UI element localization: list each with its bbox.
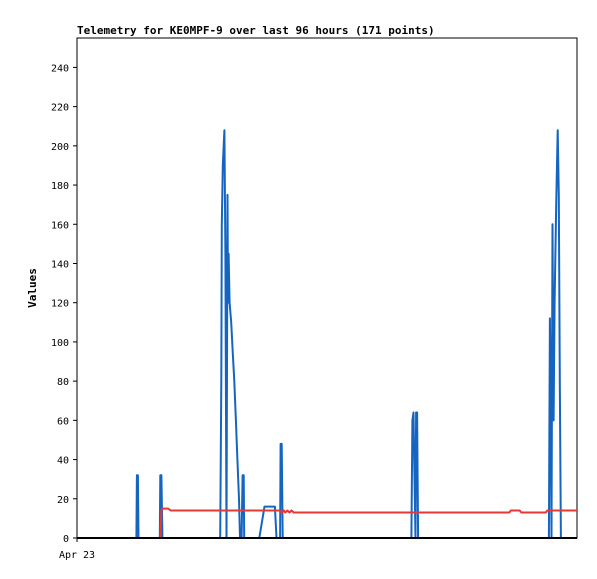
y-tick-label: 40: [57, 456, 69, 467]
y-tick-label: 180: [51, 181, 69, 192]
y-tick-label: 200: [51, 142, 69, 153]
series-layer: [77, 129, 577, 539]
chart-title: Telemetry for KE0MPF-9 over last 96 hour…: [77, 24, 435, 37]
y-tick-label: 160: [51, 220, 69, 231]
series-line-2: [159, 507, 577, 539]
y-tick-label: 0: [63, 534, 69, 545]
y-axis-label: Values: [26, 268, 39, 308]
series-line-1: [77, 129, 577, 539]
y-tick-label: 80: [57, 377, 69, 388]
y-tick-label: 240: [51, 63, 69, 74]
y-tick-label: 100: [51, 338, 69, 349]
plot-area: [76, 37, 578, 539]
y-tick-label: 120: [51, 299, 69, 310]
y-axis: 0 20 40 60 80 100 120 140 160 180 200 220 240: [51, 63, 77, 545]
y-tick-label: 20: [57, 495, 69, 506]
y-tick-label: 140: [51, 259, 69, 270]
y-tick-label: 220: [51, 103, 69, 114]
x-tick-label: Apr 23: [59, 550, 95, 561]
y-tick-label: 60: [57, 416, 69, 427]
